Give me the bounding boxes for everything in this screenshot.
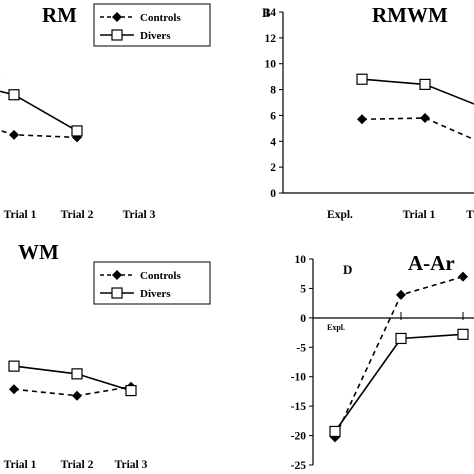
panel-a-x-tick-label: Trial 2 — [61, 209, 94, 221]
panel-b-controls-point — [357, 114, 367, 125]
panel-b-letter: B — [262, 5, 271, 20]
panel-b-y-tick-label: 0 — [270, 188, 276, 200]
panel-c-x-tick-label: Trial 2 — [61, 459, 94, 471]
legend-controls-marker — [112, 270, 122, 280]
panel-d-controls-point — [396, 289, 406, 300]
legend-controls-label: Controls — [140, 12, 181, 24]
panel-a-divers-point — [8, 89, 20, 101]
legend-divers-marker — [111, 29, 123, 41]
panel-a-x-tick-label: Trial 3 — [123, 209, 156, 221]
panel-c-controls-point — [72, 390, 82, 401]
panel-c-legend: Controls Divers — [93, 261, 211, 305]
panel-d-controls-point — [458, 271, 468, 282]
panel-d-title: A-Ar — [408, 251, 455, 275]
panel-c-x-tick-label: Trial 3 — [115, 459, 148, 471]
panel-d-y-tick-label: -20 — [291, 431, 307, 443]
panel-d-divers-point — [329, 425, 341, 438]
panel-a-divers-line — [0, 74, 78, 132]
panel-b-y-tick-label: 8 — [270, 85, 276, 97]
panel-a-controls-line — [0, 94, 78, 139]
panel-a-title: RM — [42, 3, 77, 27]
panel-b-y-tick-label: 10 — [265, 59, 277, 71]
panel-c-controls-line — [13, 385, 132, 397]
panel-d-y-tick-label: 10 — [295, 254, 307, 266]
panel-d-y-tick-label: -10 — [291, 372, 307, 384]
panel-c-divers-point — [8, 360, 20, 372]
panel-d-divers-point — [395, 332, 407, 345]
legend-divers-marker — [111, 287, 123, 299]
panel-b-x-tick-label: Trial 1 — [403, 209, 436, 221]
panel-d-controls-line — [334, 275, 464, 438]
panel-b-controls-line — [361, 117, 474, 141]
panel-b-y-tick-label: 4 — [270, 136, 276, 148]
panel-d-y-tick-label: -5 — [296, 342, 306, 354]
panel-d-letter: D — [343, 262, 352, 277]
panel-c-controls-point — [9, 384, 19, 395]
panel-b-y-tick-label: 12 — [265, 33, 277, 45]
panel-a-legend: Controls Divers — [93, 3, 211, 47]
panel-d-divers-line — [334, 333, 464, 432]
legend-controls-marker — [112, 12, 122, 22]
panel-b-divers-point — [419, 78, 431, 91]
panel-b-y-tick-label: 14 — [265, 7, 277, 19]
panel-b-controls-point — [420, 113, 430, 124]
panel-d-y-tick-label: -25 — [291, 460, 307, 472]
panel-d-x-tick-label: Expl. — [327, 323, 345, 332]
panel-d-y-tick-label: 0 — [300, 313, 306, 325]
legend-controls-label: Controls — [140, 270, 181, 282]
panel-a-controls-point — [9, 129, 19, 140]
panel-b-y-tick-label: 6 — [270, 110, 276, 122]
panel-a-divers-point — [71, 125, 83, 137]
legend-divers-label: Divers — [140, 30, 171, 42]
panel-b-divers-point — [356, 73, 368, 85]
panel-c-title: WM — [18, 240, 59, 264]
panel-b-x-tick-label: T — [466, 209, 474, 221]
panel-d-y-tick-label: 5 — [300, 283, 306, 295]
panel-d-divers-point — [457, 328, 469, 340]
panel-a-x-tick-label: Trial 1 — [4, 209, 37, 221]
legend-divers-label: Divers — [140, 288, 171, 300]
panel-b-y-tick-label: 2 — [270, 162, 276, 174]
panel-b-x-tick-label: Expl. — [327, 209, 353, 221]
panel-b-title: RMWM — [372, 3, 448, 27]
panel-d-y-tick-label: -15 — [291, 401, 307, 413]
panel-c-divers-point — [71, 368, 83, 380]
panel-c-x-tick-label: Trial 1 — [4, 459, 37, 471]
panel-b-divers-line — [361, 78, 474, 105]
panel-c-divers-point — [125, 384, 137, 397]
